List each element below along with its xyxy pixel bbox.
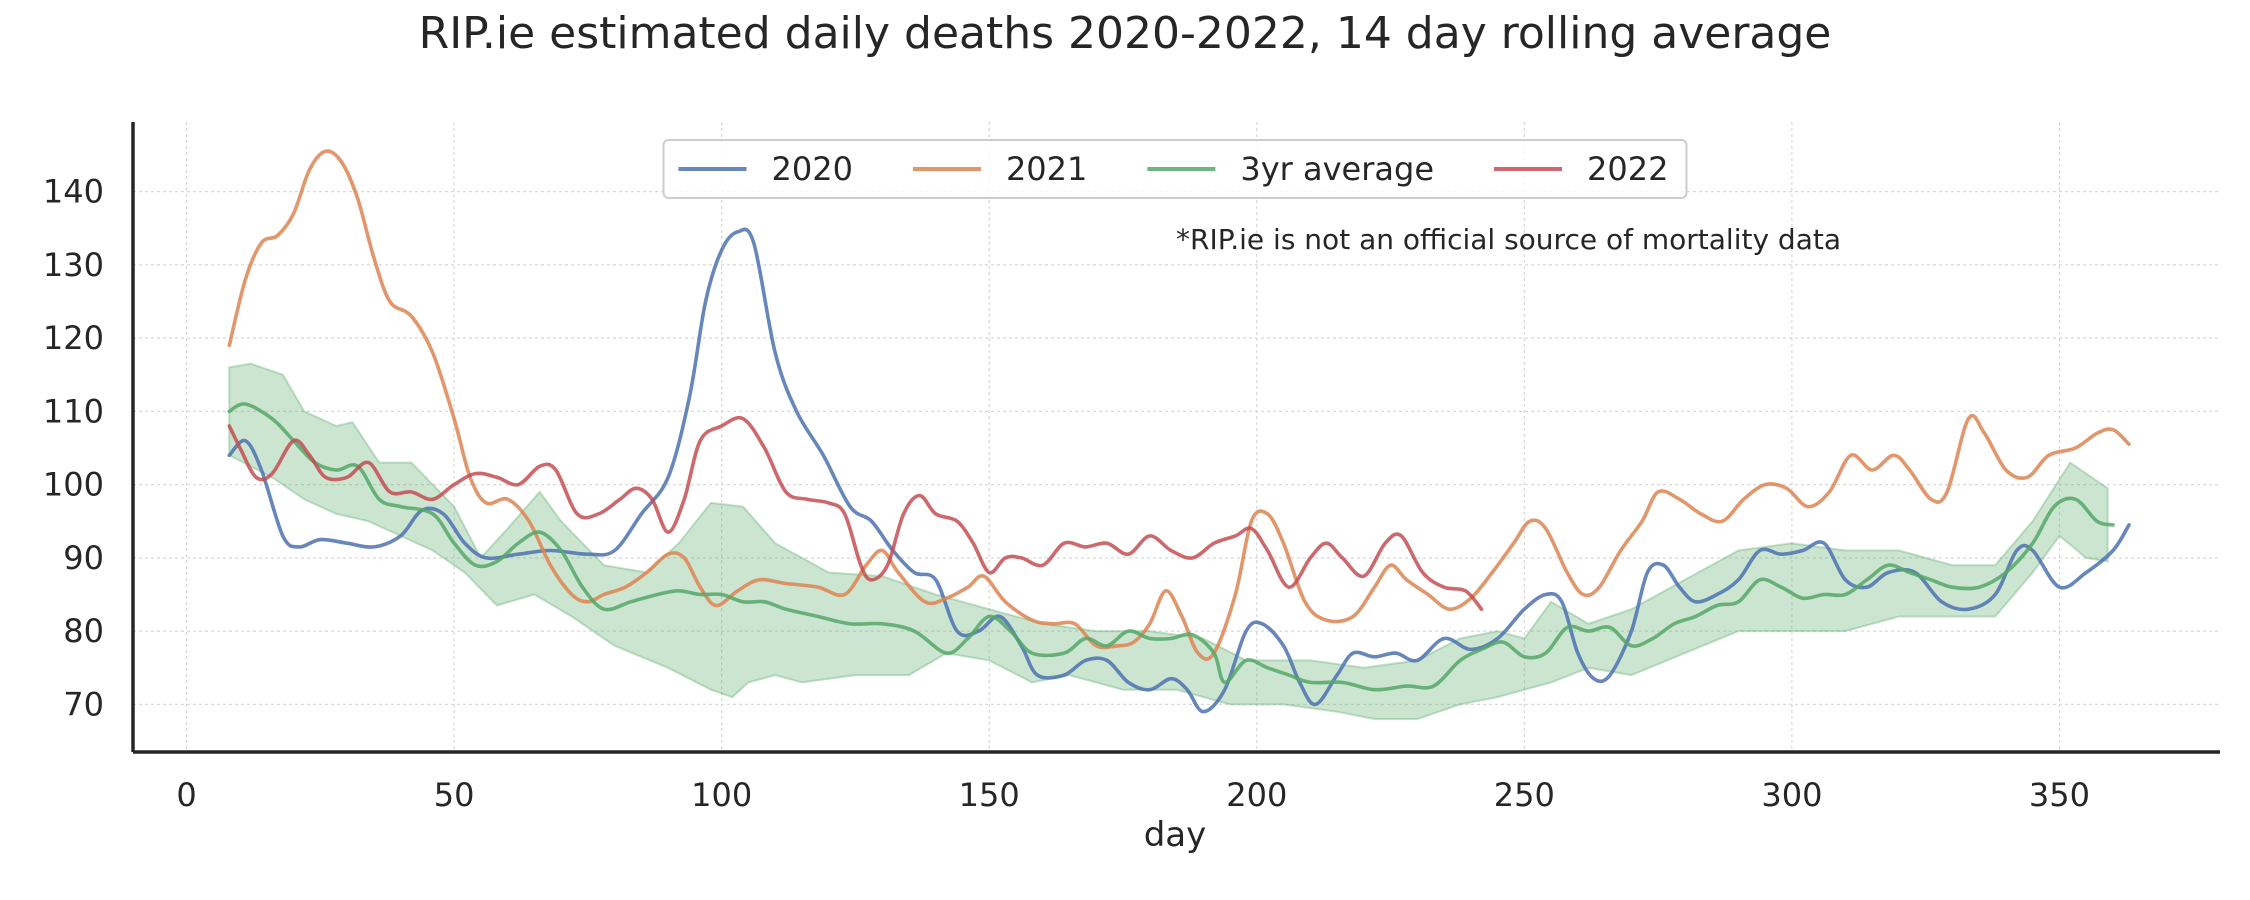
legend: 2020 2021 3yr average 2022 <box>662 139 1688 199</box>
y-tick-label: 80 <box>63 612 104 650</box>
x-tick-label: 150 <box>959 776 1020 814</box>
legend-label-3yr-average: 3yr average <box>1240 150 1434 188</box>
series-line-3yr-average <box>227 402 2115 692</box>
annotation: *RIP.ie is not an official source of mor… <box>1176 223 1841 256</box>
y-tick-label: 130 <box>43 246 104 284</box>
legend-label-2021: 2021 <box>1006 150 1087 188</box>
x-tick-label: 250 <box>1494 776 1555 814</box>
series-line-2022 <box>227 415 1484 611</box>
x-tick-label: 300 <box>1761 776 1822 814</box>
series-layer <box>227 149 2131 714</box>
x-tick-label: 0 <box>176 776 196 814</box>
y-tick-label: 90 <box>63 539 104 577</box>
series-line-2020 <box>227 227 2131 714</box>
x-tick-label: 100 <box>691 776 752 814</box>
band-layer <box>228 362 2109 720</box>
y-tick-label: 70 <box>63 685 104 723</box>
series-line-2021 <box>227 149 2131 661</box>
legend-label-2020: 2020 <box>772 150 853 188</box>
y-tick-labels: 70 80 90 100 110 120 130 140 <box>43 173 104 724</box>
chart-title: RIP.ie estimated daily deaths 2020-2022,… <box>419 8 1832 59</box>
y-tick-label: 120 <box>43 319 104 357</box>
x-axis-label: day <box>1144 815 1207 855</box>
legend-label-2022: 2022 <box>1587 150 1668 188</box>
grid <box>133 122 2220 752</box>
y-tick-label: 100 <box>43 466 104 504</box>
x-tick-label: 200 <box>1226 776 1287 814</box>
x-tick-label: 50 <box>434 776 475 814</box>
y-tick-label: 140 <box>43 173 104 211</box>
x-tick-label: 350 <box>2029 776 2090 814</box>
three-year-range-band <box>228 362 2109 720</box>
y-tick-label: 110 <box>43 392 104 430</box>
x-tick-labels: 0 50 100 150 200 250 300 350 <box>176 776 2090 814</box>
